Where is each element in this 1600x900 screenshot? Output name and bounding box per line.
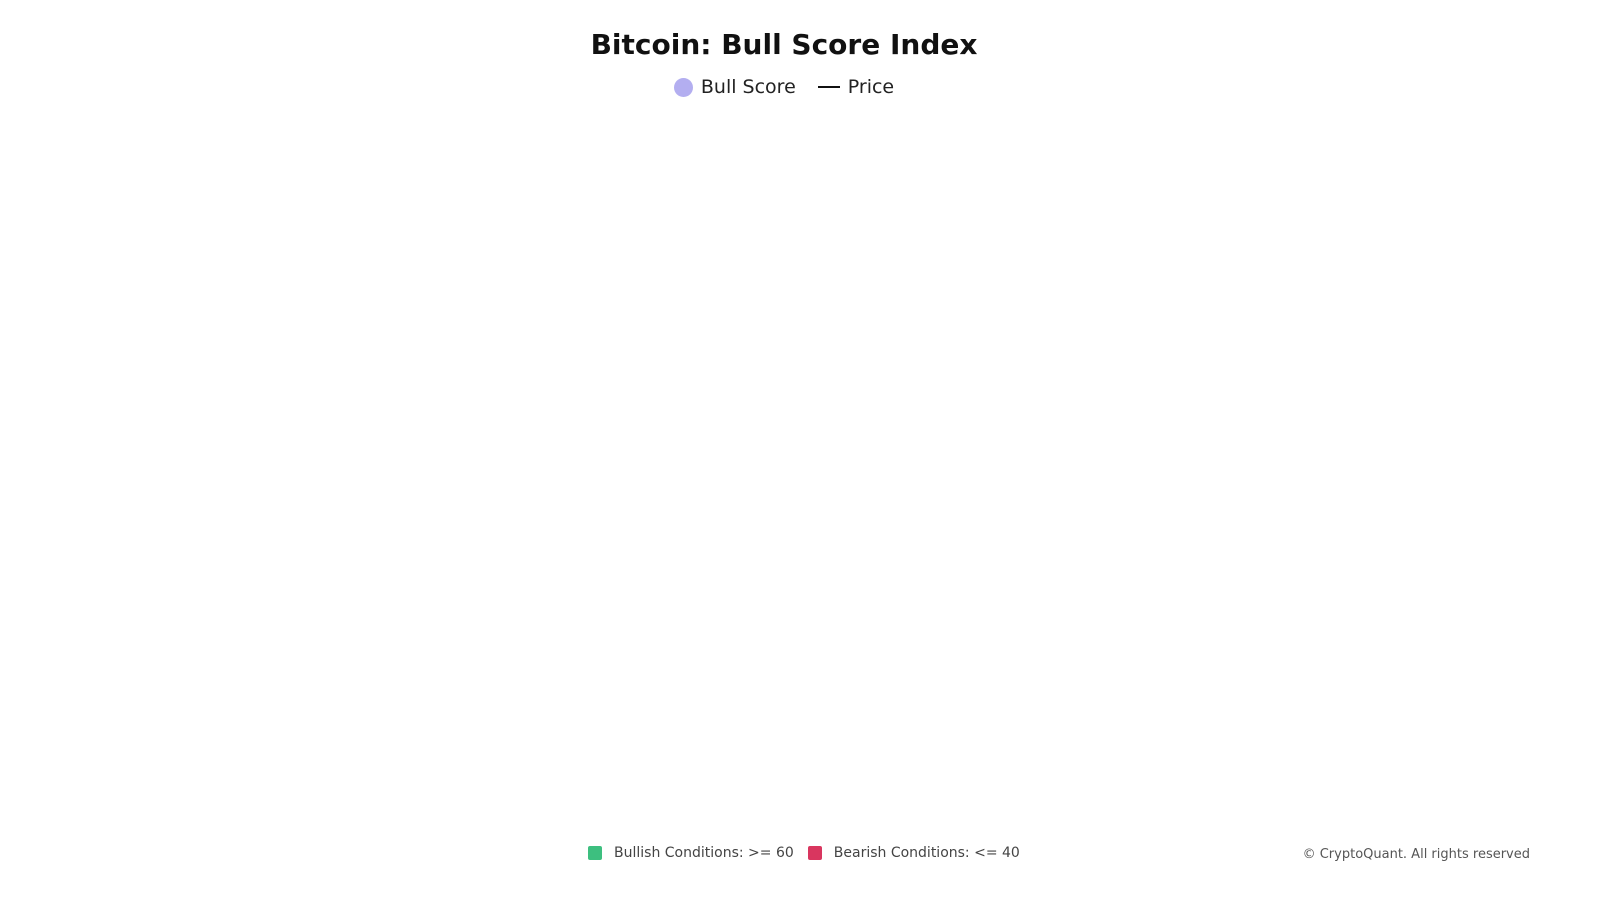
legend: Bull Score Price: [0, 76, 1568, 98]
legend-item-bull-score[interactable]: Bull Score: [673, 76, 796, 98]
y-left-tick-label: 75K: [77, 335, 108, 354]
y-left-tick-label: 100K: [67, 183, 109, 202]
price-line: [144, 171, 1438, 769]
y-left-tick-label: 0: [98, 792, 108, 811]
legend-item-price[interactable]: Price: [817, 76, 895, 98]
bull-score-area: [144, 121, 1445, 804]
y-right-tick-label: 20: [1472, 658, 1492, 677]
copyright: © CryptoQuant. All rights reserved: [1302, 847, 1530, 862]
x-tick-label: 2020 Jan: [114, 820, 176, 836]
legend-label: Price: [847, 76, 895, 98]
watermark: CryptoQuant: [604, 424, 975, 492]
x-tick-label: 2023 Jan: [836, 820, 898, 836]
line-icon: [817, 86, 840, 88]
y-left-axis-title: Price ($): [37, 427, 57, 498]
zone-band: [131, 530, 1448, 803]
y-left-tick-label: 50K: [77, 488, 108, 507]
y-right-tick-label: 40: [1472, 522, 1492, 541]
circle-icon: [673, 77, 693, 97]
zone-band: [131, 394, 1448, 531]
bullish-label: Bullish Conditions: >= 60: [614, 845, 794, 861]
zone-band: [131, 122, 1448, 395]
x-tick-label: 2021 Jul: [477, 820, 534, 836]
y-left-tick-label: 25K: [77, 640, 108, 659]
y-right-tick-label: 80: [1472, 249, 1492, 268]
y-right-axis-title: Bull Score: [1510, 420, 1530, 505]
y-right-tick-label: 60: [1472, 385, 1492, 404]
bearish-label: Bearish Conditions: <= 40: [833, 845, 1020, 861]
legend-label: Bull Score: [700, 76, 796, 98]
bullish-swatch: [588, 846, 602, 860]
y-right-tick-label: 0: [1472, 794, 1482, 813]
x-tick-label: 2024 Jan: [1076, 820, 1138, 836]
x-tick-label: 2020 Jul: [236, 820, 293, 836]
x-tick-label: 2021 Jan: [355, 820, 417, 836]
chart-title: Bitcoin: Bull Score Index: [590, 28, 978, 61]
y-right-tick-label: 100: [1472, 113, 1503, 132]
bearish-swatch: [807, 846, 822, 860]
x-tick-label: 2023 Jul: [957, 820, 1014, 836]
x-tick-label: 2022 Jan: [595, 820, 657, 836]
x-tick-label: 2025 Jan: [1317, 820, 1379, 836]
x-tick-label: 2024 Jul: [1198, 820, 1255, 836]
x-tick-label: 2022 Jul: [717, 820, 774, 836]
zone-legend: Bullish Conditions: >= 60 Bearish Condit…: [588, 845, 1020, 861]
